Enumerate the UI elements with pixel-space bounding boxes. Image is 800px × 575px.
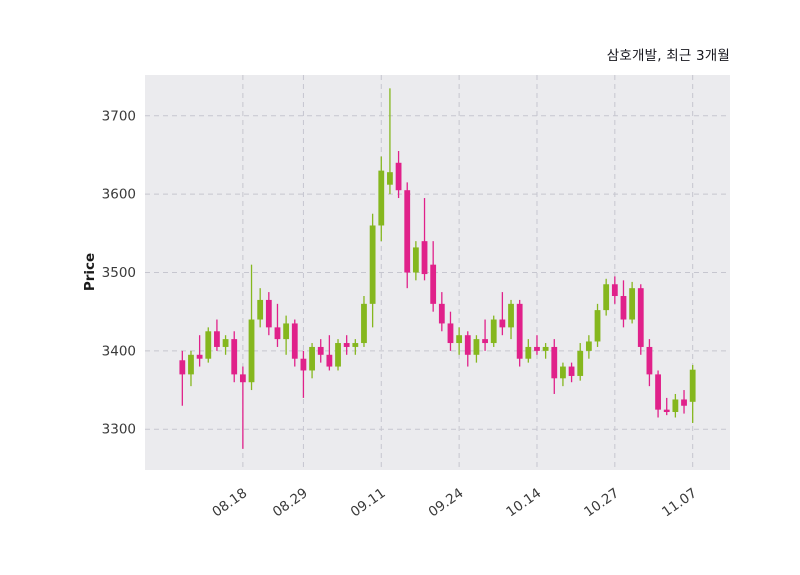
candle-body-up bbox=[335, 343, 341, 367]
candle-body-up bbox=[585, 341, 592, 351]
candle-body-down bbox=[499, 319, 506, 328]
x-tick-label: 10.14 bbox=[503, 485, 544, 520]
candle-body-down bbox=[611, 284, 618, 297]
candle-body-down bbox=[343, 343, 350, 347]
y-tick-label: 3300 bbox=[102, 422, 136, 438]
candle-body-down bbox=[291, 323, 298, 359]
candle-body-down bbox=[482, 339, 488, 344]
candle-body-up bbox=[309, 346, 315, 371]
x-tick-label: 08.29 bbox=[270, 485, 311, 520]
candle-body-up bbox=[412, 247, 419, 273]
candle-body-down bbox=[681, 399, 687, 406]
candle-body-down bbox=[551, 346, 558, 379]
candle-body-up bbox=[689, 369, 696, 402]
candle-body-down bbox=[214, 331, 220, 347]
candle-body-down bbox=[516, 303, 523, 359]
x-tick-label: 11.07 bbox=[659, 485, 700, 520]
candle-body-up bbox=[387, 172, 393, 185]
candle-body-down bbox=[421, 241, 428, 275]
candle-body-up bbox=[542, 346, 549, 351]
candle-body-up bbox=[369, 225, 376, 304]
candle-body-up bbox=[352, 343, 359, 347]
candle-body-down bbox=[534, 346, 540, 351]
candle-body-down bbox=[637, 288, 644, 347]
y-tick-label: 3500 bbox=[102, 265, 136, 281]
candle-body-down bbox=[663, 409, 670, 413]
candle-body-up bbox=[508, 303, 514, 328]
candle-body-up bbox=[283, 323, 290, 340]
candle-body-down bbox=[438, 303, 445, 324]
candle-body-up bbox=[560, 366, 566, 379]
y-tick-label: 3400 bbox=[102, 343, 136, 359]
x-tick-label: 09.24 bbox=[426, 485, 467, 520]
candle-body-up bbox=[525, 346, 532, 359]
candle-body-down bbox=[231, 339, 238, 375]
candle-body-down bbox=[404, 190, 411, 273]
candle-body-down bbox=[300, 358, 307, 371]
candle-body-down bbox=[265, 299, 272, 328]
y-tick-label: 3700 bbox=[102, 108, 136, 124]
candle-body-up bbox=[603, 284, 610, 311]
x-tick-label: 08.18 bbox=[209, 485, 250, 520]
candle-body-down bbox=[179, 360, 186, 375]
candle-body-up bbox=[473, 339, 480, 355]
candle-body-up bbox=[456, 335, 463, 344]
candle-body-down bbox=[430, 264, 437, 304]
candle-body-down bbox=[568, 366, 575, 376]
candle-body-up bbox=[629, 288, 636, 320]
candle-body-up bbox=[222, 339, 229, 347]
chart-title: 삼호개발, 최근 3개월 bbox=[606, 48, 730, 64]
candle-body-up bbox=[672, 399, 679, 413]
candle-body-down bbox=[646, 346, 653, 375]
candle-body-up bbox=[361, 303, 367, 344]
x-tick-label: 10.27 bbox=[581, 485, 622, 520]
candle-body-up bbox=[205, 331, 212, 359]
candle-body-down bbox=[326, 354, 333, 367]
candle-body-up bbox=[188, 354, 194, 375]
candle-body-up bbox=[490, 319, 497, 344]
candle-body-up bbox=[257, 299, 264, 320]
y-axis-label: Price bbox=[82, 252, 98, 292]
candle-body-down bbox=[395, 162, 402, 191]
candle-body-down bbox=[447, 323, 454, 344]
candle-body-up bbox=[378, 170, 385, 226]
candle-body-down bbox=[317, 346, 324, 355]
candle-body-up bbox=[248, 319, 255, 383]
candle-body-up bbox=[594, 310, 601, 342]
candle-body-down bbox=[464, 335, 471, 355]
candle-body-down bbox=[620, 296, 627, 320]
candle-body-down bbox=[655, 374, 661, 410]
candle-body-down bbox=[274, 327, 281, 340]
x-tick-label: 09.11 bbox=[348, 485, 389, 520]
candle-body-up bbox=[577, 350, 584, 376]
candle-body-down bbox=[196, 354, 203, 359]
y-tick-label: 3600 bbox=[102, 187, 136, 203]
candle-body-down bbox=[239, 374, 246, 383]
